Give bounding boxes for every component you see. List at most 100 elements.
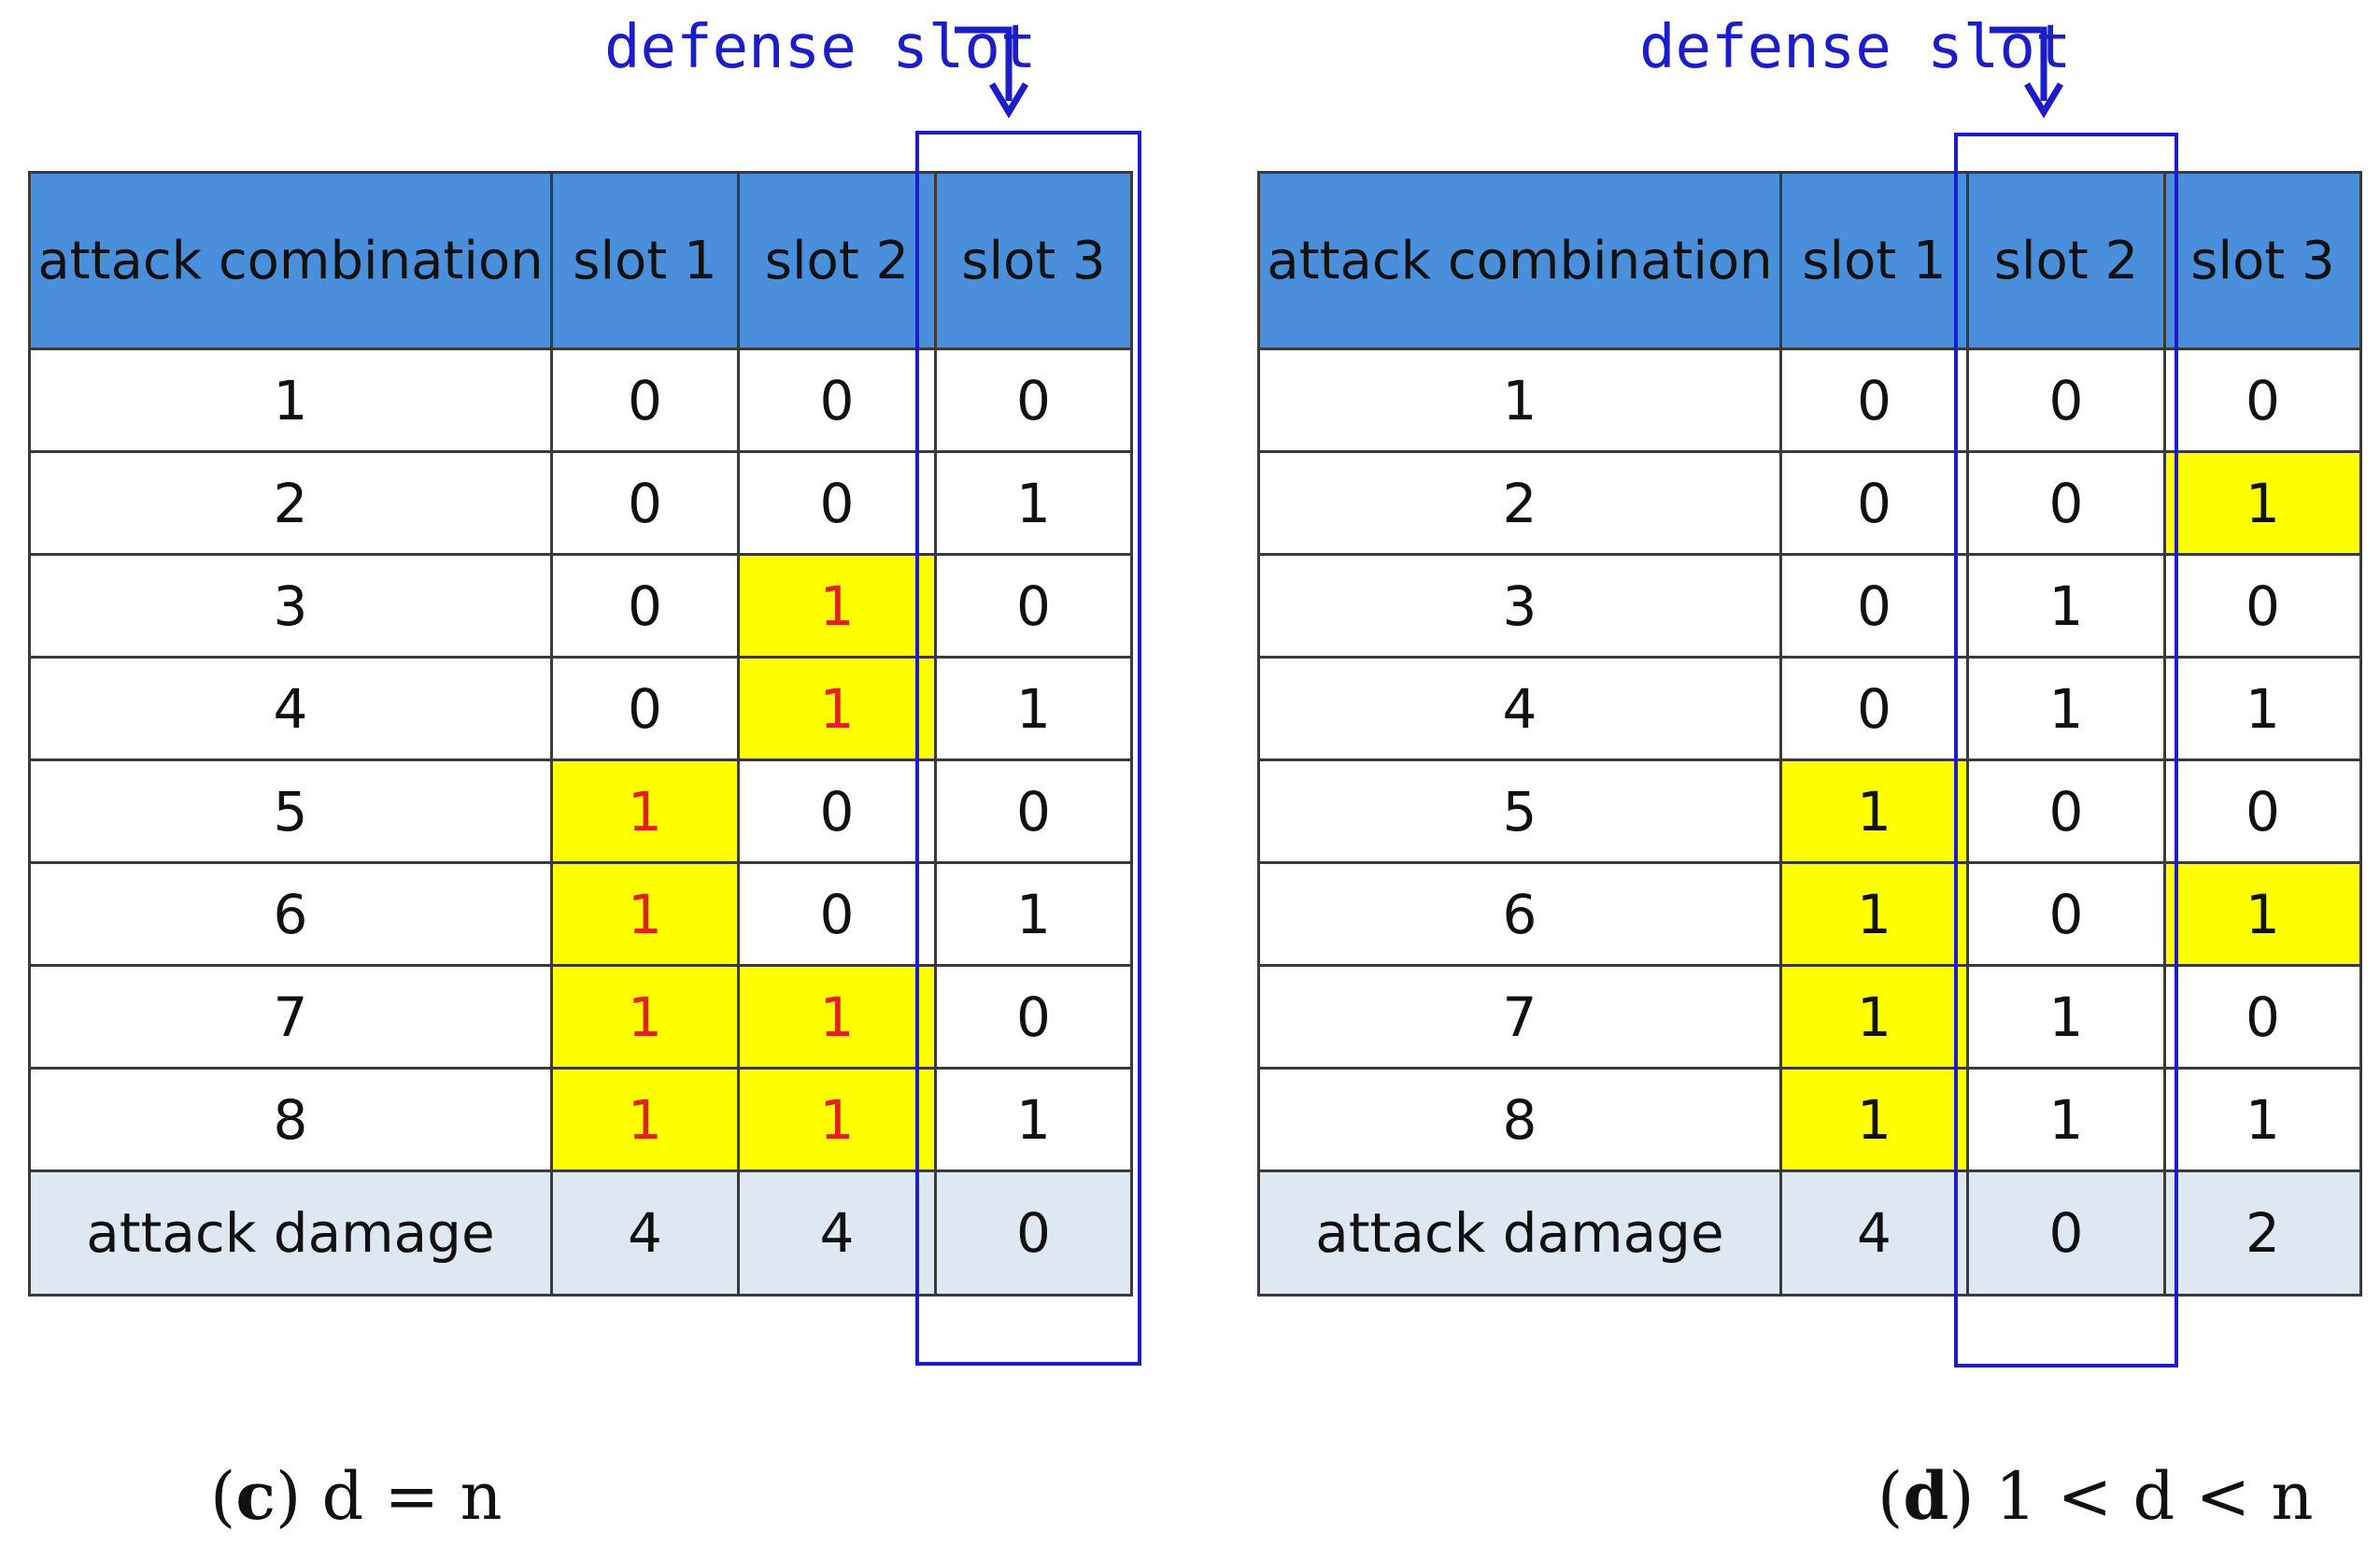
table-row: 2 0 0 1 bbox=[1257, 450, 2362, 556]
damage-label: attack damage bbox=[28, 1169, 553, 1297]
table-row: 2 0 0 1 bbox=[28, 450, 1133, 556]
slot-cell: 0 bbox=[1779, 347, 1969, 453]
damage-value: 0 bbox=[1966, 1169, 2166, 1297]
highlighted-slot-cell: 1 bbox=[550, 758, 740, 864]
slot-cell: 1 bbox=[934, 861, 1133, 967]
slot-cell: 0 bbox=[934, 758, 1133, 864]
header-slot-1: slot 1 bbox=[550, 171, 740, 350]
damage-label: attack damage bbox=[1257, 1169, 1782, 1297]
table-row: 4 0 1 1 bbox=[28, 656, 1133, 761]
combo-cell: 4 bbox=[1257, 656, 1782, 761]
slot-cell: 0 bbox=[1966, 347, 2166, 453]
table-row: 5 1 0 0 bbox=[28, 758, 1133, 864]
header-slot-2: slot 2 bbox=[737, 171, 937, 350]
combo-cell: 6 bbox=[28, 861, 553, 967]
highlighted-slot-cell: 1 bbox=[550, 964, 740, 1070]
panel-c: defense slot attack combination slot 1 s… bbox=[28, 13, 1141, 1535]
highlighted-slot-cell: 1 bbox=[737, 1067, 937, 1172]
slot-cell: 0 bbox=[2163, 964, 2362, 1070]
highlighted-slot-cell: 1 bbox=[737, 656, 937, 761]
attack-combination-table: attack combination slot 1 slot 2 slot 3 … bbox=[1257, 171, 2362, 1297]
slot-cell: 1 bbox=[2163, 1067, 2362, 1172]
caption-d: (d) 1 < d < n bbox=[1877, 1457, 2314, 1535]
slot-cell: 0 bbox=[1779, 450, 1969, 556]
defense-slot-label: defense slot bbox=[604, 13, 1037, 82]
slot-cell: 1 bbox=[934, 450, 1133, 556]
slot-cell: 0 bbox=[934, 553, 1133, 659]
caption-condition: 1 < d < n bbox=[1994, 1458, 2314, 1535]
combo-cell: 4 bbox=[28, 656, 553, 761]
header-slot-2: slot 2 bbox=[1966, 171, 2166, 350]
slot-cell: 1 bbox=[2163, 656, 2362, 761]
combo-cell: 5 bbox=[28, 758, 553, 864]
combo-cell: 1 bbox=[28, 347, 553, 453]
table-row: 7 1 1 0 bbox=[28, 964, 1133, 1070]
highlighted-slot-cell: 1 bbox=[550, 861, 740, 967]
slot-cell: 0 bbox=[737, 450, 937, 556]
slot-cell: 1 bbox=[934, 1067, 1133, 1172]
damage-value: 4 bbox=[737, 1169, 937, 1297]
header-slot-3: slot 3 bbox=[2163, 171, 2362, 350]
caption-c: (c) d = n bbox=[210, 1457, 503, 1535]
slot-cell: 0 bbox=[1966, 861, 2166, 967]
slot-cell: 0 bbox=[2163, 758, 2362, 864]
combo-cell: 6 bbox=[1257, 861, 1782, 967]
highlighted-slot-cell: 1 bbox=[1779, 861, 1969, 967]
highlighted-slot-cell: 1 bbox=[1779, 758, 1969, 864]
slot-cell: 0 bbox=[737, 347, 937, 453]
slot-cell: 0 bbox=[550, 656, 740, 761]
slot-cell: 0 bbox=[934, 347, 1133, 453]
combo-cell: 2 bbox=[1257, 450, 1782, 556]
combo-cell: 7 bbox=[28, 964, 553, 1070]
highlighted-slot-cell: 1 bbox=[2163, 861, 2362, 967]
damage-value: 4 bbox=[550, 1169, 740, 1297]
caption-condition: d = n bbox=[321, 1458, 503, 1535]
slot-cell: 0 bbox=[1779, 553, 1969, 659]
defense-slot-arrow-icon bbox=[1990, 26, 2064, 119]
combo-cell: 3 bbox=[1257, 553, 1782, 659]
table-row: 5 1 0 0 bbox=[1257, 758, 2362, 864]
combo-cell: 3 bbox=[28, 553, 553, 659]
slot-cell: 0 bbox=[2163, 347, 2362, 453]
slot-cell: 0 bbox=[737, 861, 937, 967]
table-row: 4 0 1 1 bbox=[1257, 656, 2362, 761]
slot-cell: 0 bbox=[1966, 450, 2166, 556]
damage-value: 0 bbox=[934, 1169, 1133, 1297]
highlighted-slot-cell: 1 bbox=[737, 553, 937, 659]
combo-cell: 1 bbox=[1257, 347, 1782, 453]
header-slot-3: slot 3 bbox=[934, 171, 1133, 350]
slot-cell: 0 bbox=[550, 450, 740, 556]
panel-d: defense slot attack combination slot 1 s… bbox=[1252, 0, 2380, 1559]
defense-slot-label: defense slot bbox=[1639, 13, 2072, 82]
highlighted-slot-cell: 1 bbox=[1779, 1067, 1969, 1172]
table-row: 8 1 1 1 bbox=[1257, 1067, 2362, 1172]
defense-slot-arrow-icon bbox=[955, 26, 1029, 119]
slot-cell: 0 bbox=[737, 758, 937, 864]
combo-cell: 8 bbox=[28, 1067, 553, 1172]
header-attack-combination: attack combination bbox=[1257, 171, 1782, 350]
damage-value: 4 bbox=[1779, 1169, 1969, 1297]
combo-cell: 8 bbox=[1257, 1067, 1782, 1172]
header-slot-1: slot 1 bbox=[1779, 171, 1969, 350]
attack-damage-row: attack damage 4 4 0 bbox=[28, 1169, 1133, 1297]
slot-cell: 0 bbox=[1779, 656, 1969, 761]
highlighted-slot-cell: 1 bbox=[2163, 450, 2362, 556]
slot-cell: 0 bbox=[550, 553, 740, 659]
caption-letter: d bbox=[1903, 1457, 1949, 1535]
damage-value: 2 bbox=[2163, 1169, 2362, 1297]
slot-cell: 0 bbox=[934, 964, 1133, 1070]
table-row: 1 0 0 0 bbox=[28, 347, 1133, 453]
combo-cell: 7 bbox=[1257, 964, 1782, 1070]
caption-letter: c bbox=[235, 1457, 276, 1535]
highlighted-slot-cell: 1 bbox=[550, 1067, 740, 1172]
table-row: 3 0 1 0 bbox=[1257, 553, 2362, 659]
slot-cell: 0 bbox=[550, 347, 740, 453]
table-row: 1 0 0 0 bbox=[1257, 347, 2362, 453]
attack-damage-row: attack damage 4 0 2 bbox=[1257, 1169, 2362, 1297]
combo-cell: 5 bbox=[1257, 758, 1782, 864]
slot-cell: 1 bbox=[1966, 964, 2166, 1070]
slot-cell: 1 bbox=[1966, 553, 2166, 659]
table-row: 3 0 1 0 bbox=[28, 553, 1133, 659]
table-row: 6 1 0 1 bbox=[1257, 861, 2362, 967]
table-row: 6 1 0 1 bbox=[28, 861, 1133, 967]
